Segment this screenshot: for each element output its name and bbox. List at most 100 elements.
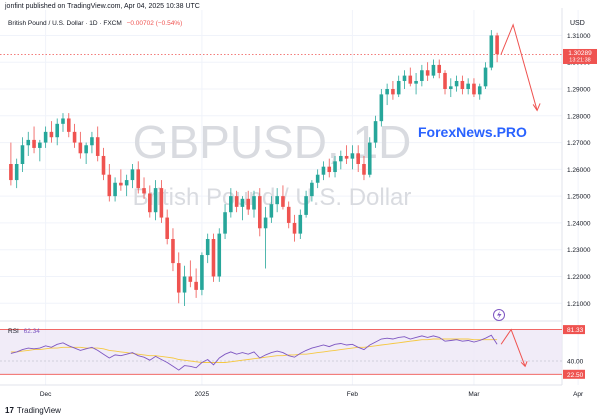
candle-body xyxy=(107,174,112,197)
candle xyxy=(205,233,210,264)
candle xyxy=(396,75,401,98)
candle xyxy=(489,30,494,71)
candle-body xyxy=(431,64,436,76)
last-price: 1.30289 xyxy=(568,50,592,57)
candle xyxy=(472,78,476,98)
candle-body xyxy=(9,164,13,181)
candle xyxy=(344,145,349,164)
candle xyxy=(379,89,384,127)
candle-body xyxy=(385,89,389,95)
candle xyxy=(66,113,71,138)
rsi-tick-label: 40.00 xyxy=(567,359,584,366)
candle xyxy=(454,75,459,92)
candle xyxy=(55,118,59,146)
candle-body xyxy=(32,139,36,148)
candle-body xyxy=(350,153,355,159)
candle xyxy=(391,80,395,100)
candle-body xyxy=(344,155,349,159)
candle-body xyxy=(321,166,326,175)
candle xyxy=(281,185,285,210)
candle-body xyxy=(315,174,320,183)
candle xyxy=(176,252,181,304)
candle-body xyxy=(95,137,100,156)
time-tick-label: Apr xyxy=(573,391,584,398)
candle xyxy=(449,78,453,98)
rsi-tick-label: 22.50 xyxy=(567,372,584,379)
candle-body xyxy=(14,164,19,181)
candle xyxy=(90,131,94,154)
candle-body xyxy=(286,206,291,223)
candle xyxy=(367,137,372,178)
svg-text:British Pound / U.S. Dollar ·: British Pound / U.S. Dollar · 1D · FXCM … xyxy=(8,20,182,27)
candle xyxy=(165,209,169,245)
candle xyxy=(234,190,239,213)
candle xyxy=(443,70,447,95)
footer: 17 TradingView xyxy=(5,406,61,415)
candle-body xyxy=(182,276,187,293)
candle-body xyxy=(408,75,413,84)
candle-body xyxy=(269,204,274,218)
candle xyxy=(182,265,187,306)
candle xyxy=(72,123,77,148)
candle-body xyxy=(136,169,141,189)
candle-body xyxy=(171,238,175,264)
lightning-icon[interactable] xyxy=(493,309,505,321)
candle-body xyxy=(43,131,48,143)
price-tick-label: 1.21000 xyxy=(567,301,591,308)
candlestick-series xyxy=(9,30,499,306)
candle xyxy=(130,164,135,189)
candle xyxy=(101,147,106,181)
candle xyxy=(38,139,42,162)
countdown: 13:21:38 xyxy=(569,57,590,63)
price-tick-label: 1.26000 xyxy=(567,167,591,174)
candle-body xyxy=(113,182,117,197)
candle-body xyxy=(298,214,303,234)
candle-body xyxy=(188,276,193,282)
candle xyxy=(20,137,25,173)
price-tick-label: 1.31000 xyxy=(567,33,591,40)
candle xyxy=(240,196,245,221)
candle xyxy=(408,67,413,87)
last-price-tag: 1.30289 13:21:38 xyxy=(563,48,597,64)
candle xyxy=(437,59,442,79)
price-tick-label: 1.22000 xyxy=(567,274,591,281)
candle xyxy=(414,72,418,95)
projection-arrowhead xyxy=(532,103,541,112)
rsi-projection-arrow xyxy=(500,328,528,368)
candle xyxy=(286,201,291,229)
candle-body xyxy=(420,70,424,81)
brand-label: ForexNews.PRO xyxy=(418,124,527,140)
candle-body xyxy=(379,94,384,122)
candle xyxy=(159,180,164,223)
candle-body xyxy=(367,142,372,175)
rsi-level-tag xyxy=(563,325,585,335)
candle-body xyxy=(194,281,198,290)
footer-brand[interactable]: TradingView xyxy=(16,406,61,415)
candle-body xyxy=(275,196,279,205)
candle-body xyxy=(437,64,442,73)
candle xyxy=(148,185,152,218)
rsi-value: 62.34 xyxy=(24,328,41,335)
candle xyxy=(327,158,332,178)
candle-body xyxy=(333,161,337,173)
attribution: jonfint published on TradingView.com, Ap… xyxy=(5,3,200,10)
candle xyxy=(431,59,436,79)
rsi-ma-line xyxy=(10,338,498,363)
candle xyxy=(142,177,146,199)
candle-body xyxy=(483,67,488,87)
candle-body xyxy=(176,263,181,293)
candle-body xyxy=(495,35,499,55)
candle xyxy=(275,188,279,213)
candle xyxy=(246,190,251,215)
candle-body xyxy=(205,238,210,256)
candle xyxy=(304,190,308,218)
candle-body xyxy=(477,86,482,95)
candle-body xyxy=(454,80,459,87)
price-tick-label: 1.23000 xyxy=(567,247,591,254)
rsi-label: RSI xyxy=(8,328,19,335)
time-tick-label: Feb xyxy=(347,391,359,398)
candle-body xyxy=(281,196,285,207)
projection-arrow xyxy=(500,23,541,112)
legend: British Pound / U.S. Dollar · 1D · FXCM … xyxy=(8,20,182,27)
